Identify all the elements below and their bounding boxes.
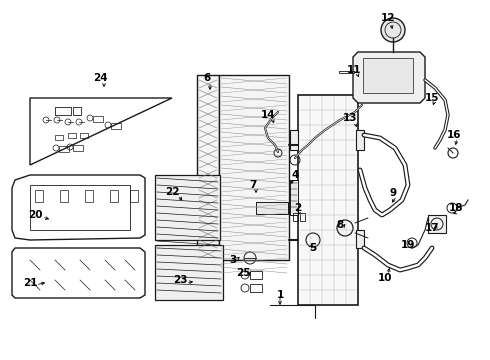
- Text: 16: 16: [447, 130, 461, 140]
- Text: 12: 12: [381, 13, 395, 23]
- Circle shape: [381, 18, 405, 42]
- Text: 10: 10: [378, 273, 392, 283]
- Text: 19: 19: [401, 240, 415, 250]
- Bar: [80, 133, 88, 138]
- Bar: [197, 75, 219, 260]
- Text: 23: 23: [173, 275, 187, 285]
- Text: 9: 9: [390, 188, 396, 198]
- Text: 21: 21: [23, 278, 37, 288]
- Bar: [59, 146, 69, 152]
- Bar: [356, 130, 364, 150]
- Bar: [250, 284, 262, 292]
- Bar: [73, 107, 81, 115]
- Bar: [110, 190, 118, 202]
- Bar: [111, 123, 121, 129]
- Text: 25: 25: [236, 268, 250, 278]
- Bar: [130, 190, 138, 202]
- Text: 3: 3: [229, 255, 237, 265]
- Polygon shape: [155, 175, 220, 240]
- Bar: [35, 190, 43, 202]
- Text: 17: 17: [425, 223, 440, 233]
- Bar: [290, 180, 298, 215]
- Text: 2: 2: [294, 203, 302, 213]
- Bar: [68, 133, 76, 138]
- Bar: [298, 95, 358, 305]
- Bar: [60, 190, 68, 202]
- Text: 8: 8: [336, 220, 343, 230]
- Bar: [30, 185, 130, 230]
- Text: 4: 4: [292, 170, 299, 180]
- Bar: [55, 135, 63, 140]
- Text: 5: 5: [309, 243, 317, 253]
- Bar: [73, 145, 83, 151]
- Text: 7: 7: [249, 180, 257, 190]
- Text: 18: 18: [449, 203, 463, 213]
- Polygon shape: [219, 75, 289, 260]
- Bar: [356, 230, 364, 248]
- Bar: [55, 107, 71, 115]
- Bar: [293, 213, 298, 221]
- Text: 6: 6: [203, 73, 211, 83]
- Bar: [290, 130, 298, 150]
- Text: 24: 24: [93, 73, 107, 83]
- Text: 14: 14: [261, 110, 275, 120]
- Text: 11: 11: [347, 65, 361, 75]
- Bar: [93, 116, 103, 122]
- Text: 20: 20: [28, 210, 42, 220]
- Text: 1: 1: [276, 290, 284, 300]
- Bar: [155, 245, 223, 300]
- Bar: [428, 215, 446, 233]
- Text: 15: 15: [425, 93, 439, 103]
- Bar: [250, 271, 262, 279]
- Bar: [363, 58, 413, 93]
- Bar: [300, 213, 305, 221]
- Polygon shape: [353, 52, 425, 103]
- Text: 13: 13: [343, 113, 357, 123]
- Bar: [85, 190, 93, 202]
- Text: 22: 22: [165, 187, 179, 197]
- Bar: [256, 202, 288, 214]
